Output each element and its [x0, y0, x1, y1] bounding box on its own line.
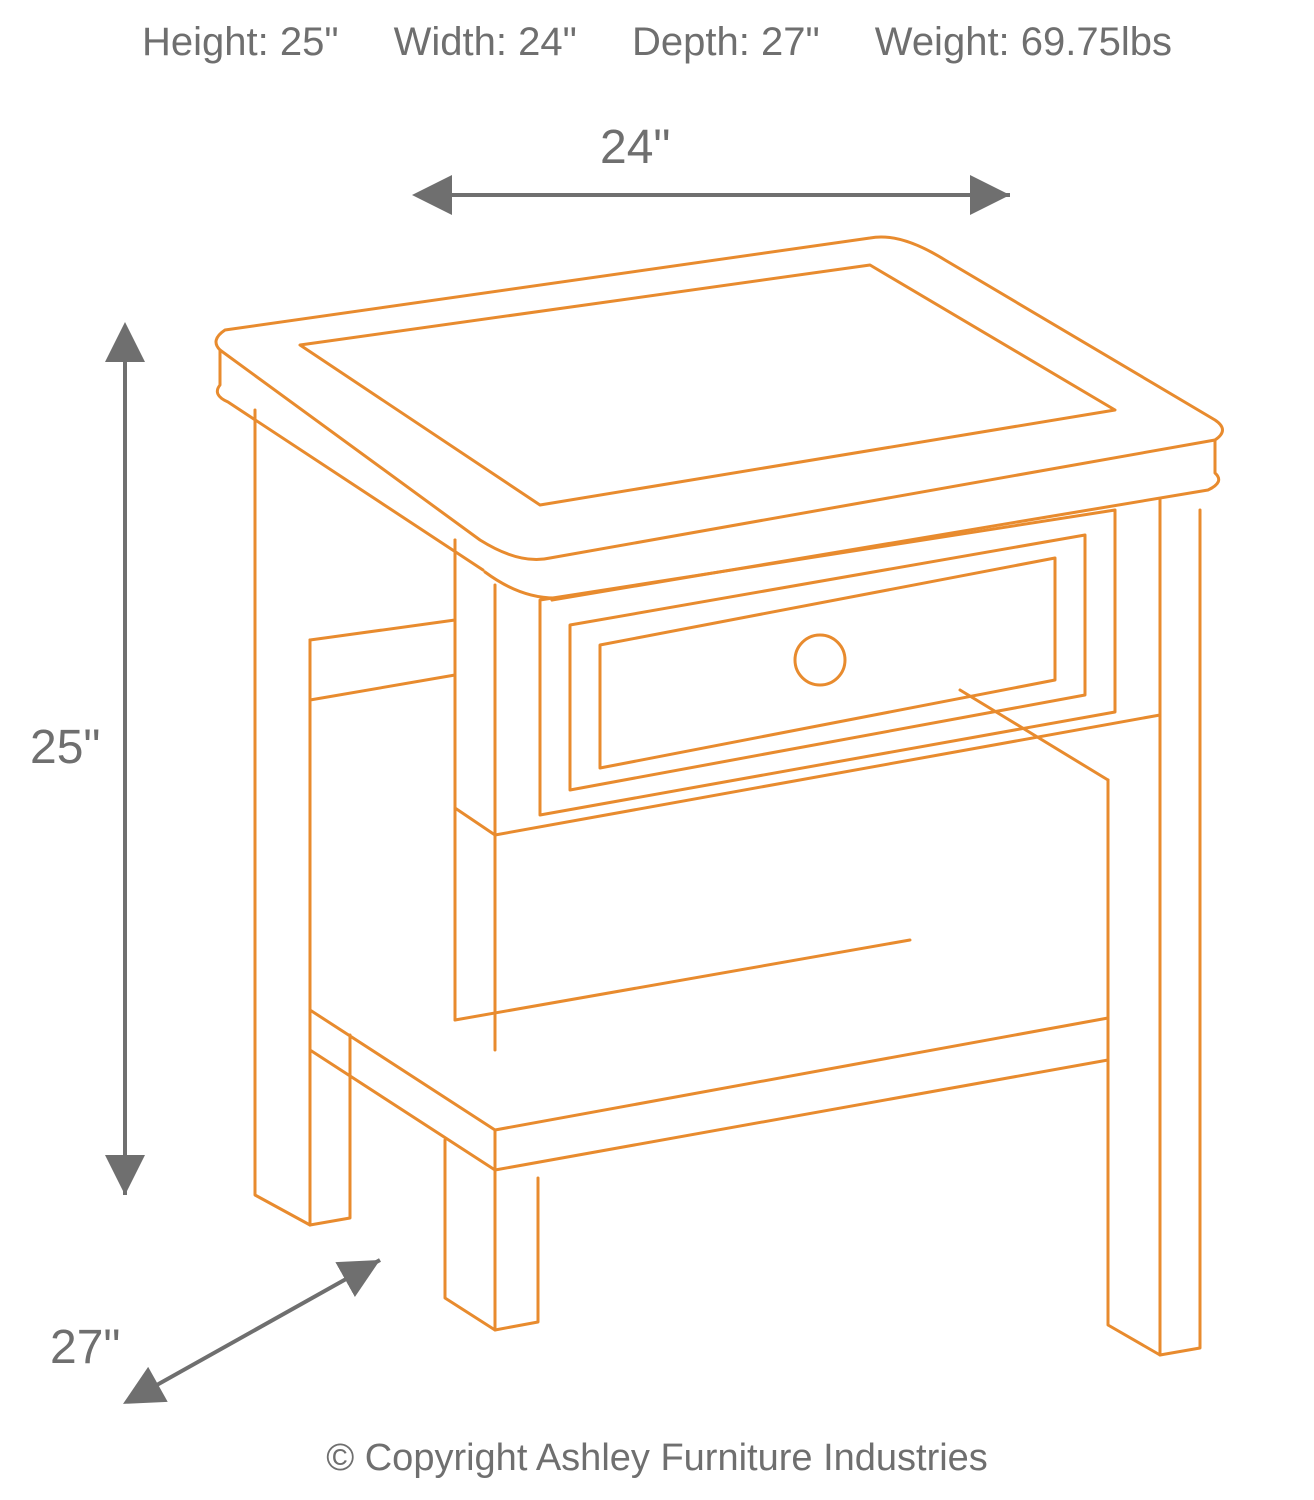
leg-front-inner-bottom — [445, 1140, 495, 1330]
shelf-thickness-left — [310, 1010, 495, 1170]
diagram-container: Height: 25" Width: 24" Depth: 27" Weight… — [0, 0, 1314, 1500]
leg-front-inner-bottom-side — [495, 1178, 538, 1330]
drawer-knob — [795, 635, 845, 685]
tabletop-edge-left — [217, 350, 483, 570]
leg-front-left — [255, 410, 310, 1225]
shelf-back-line — [455, 940, 910, 1020]
drawer-outer — [540, 510, 1115, 815]
side-rail-mid — [310, 620, 455, 700]
side-rail-top — [310, 540, 455, 640]
diagram-svg — [0, 0, 1314, 1500]
drawer-bevel — [570, 535, 1085, 790]
furniture-drawing — [216, 237, 1223, 1355]
leg-front-right-side — [1160, 510, 1200, 1355]
shelf-front-edge — [310, 780, 1108, 1130]
apron-front-corner — [455, 808, 495, 835]
shelf-thickness-front — [495, 1018, 1108, 1170]
drawer-inner — [600, 558, 1055, 768]
leg-front-left-side — [310, 1190, 350, 1225]
copyright-text: © Copyright Ashley Furniture Industries — [0, 1437, 1314, 1480]
depth-arrow — [130, 1260, 380, 1400]
tabletop-edge-right — [552, 440, 1219, 600]
